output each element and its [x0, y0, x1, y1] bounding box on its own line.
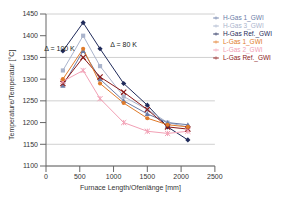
html-text:L-Gas Ref._GWI: L-Gas Ref._GWI — [222, 54, 271, 61]
html-text:H-Gas 1_GWI: H-Gas 1_GWI — [222, 14, 264, 21]
svg-text:Temperature/Temperatur [°C]: Temperature/Temperatur [°C] — [8, 50, 16, 140]
svg-text:1450: 1450 — [22, 10, 38, 17]
svg-text:1000: 1000 — [106, 173, 122, 180]
svg-text:1100: 1100 — [23, 162, 38, 169]
svg-text:1200: 1200 — [22, 119, 38, 126]
svg-text:Δ = 80 K: Δ = 80 K — [110, 41, 137, 48]
svg-text:1300: 1300 — [22, 76, 38, 83]
svg-text:1400: 1400 — [22, 32, 38, 39]
svg-text:1500: 1500 — [140, 173, 156, 180]
svg-text:Furnace Length/Ofenlänge [mm]: Furnace Length/Ofenlänge [mm] — [80, 184, 181, 192]
svg-text:2000: 2000 — [173, 173, 189, 180]
html-text:H-Gas Ref._GWI: H-Gas Ref._GWI — [222, 30, 272, 37]
svg-text:Δ = 100 K: Δ = 100 K — [44, 45, 75, 52]
html-text:L-Gas 2_GWI: L-Gas 2_GWI — [222, 46, 263, 53]
svg-text:0: 0 — [44, 173, 48, 180]
html-text:H-Gas 3_GWI: H-Gas 3_GWI — [222, 22, 264, 29]
svg-text:500: 500 — [74, 173, 86, 180]
svg-text:1250: 1250 — [22, 97, 38, 104]
svg-text:1350: 1350 — [22, 54, 38, 61]
svg-text:2500: 2500 — [207, 173, 223, 180]
svg-text:1150: 1150 — [23, 141, 38, 148]
html-text:L-Gas 1_GWI: L-Gas 1_GWI — [222, 38, 263, 45]
